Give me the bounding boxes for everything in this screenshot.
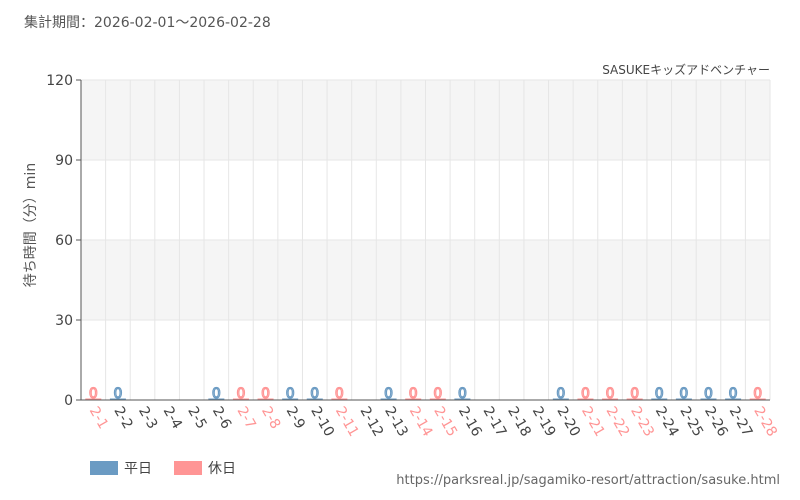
data-label: 0	[384, 386, 393, 402]
legend-label-holiday: 休日	[208, 461, 236, 477]
x-tick-label: 2-3	[135, 404, 160, 432]
x-tick-label: 2-16	[455, 404, 485, 440]
bar	[257, 398, 274, 400]
data-label: 0	[704, 386, 713, 402]
x-tick-label: 2-27	[726, 404, 756, 440]
data-label: 0	[236, 386, 245, 402]
data-label: 0	[310, 386, 319, 402]
bar	[577, 398, 594, 400]
attraction-name: SASUKEキッズアドベンチャー	[602, 63, 770, 77]
data-label: 0	[409, 386, 418, 402]
y-tick-label: 0	[64, 393, 73, 409]
x-tick-label: 2-18	[504, 404, 534, 440]
data-label: 0	[556, 386, 565, 402]
y-tick-label: 60	[55, 233, 73, 249]
data-label: 0	[113, 386, 122, 402]
data-label: 0	[335, 386, 344, 402]
legend-swatch-weekday	[90, 461, 118, 475]
x-tick-label: 2-22	[603, 404, 633, 440]
x-tick-label: 2-26	[701, 404, 731, 440]
bar	[331, 398, 348, 400]
legend-item-weekday: 平日	[90, 458, 152, 478]
data-label: 0	[655, 386, 664, 402]
x-tick-label: 2-1	[86, 404, 111, 432]
data-label: 0	[729, 386, 738, 402]
bar	[109, 398, 126, 400]
data-label: 0	[630, 386, 639, 402]
x-tick-label: 2-19	[529, 404, 559, 440]
bar	[700, 398, 717, 400]
data-label: 0	[433, 386, 442, 402]
x-tick-label: 2-11	[332, 404, 362, 440]
bar	[208, 398, 225, 400]
x-tick-label: 2-10	[307, 404, 337, 440]
bar	[429, 398, 446, 400]
data-label: 0	[286, 386, 295, 402]
x-tick-label: 2-12	[357, 404, 387, 440]
x-tick-label: 2-5	[184, 404, 209, 432]
x-tick-label: 2-20	[553, 404, 583, 440]
x-tick-label: 2-21	[578, 404, 608, 440]
data-label: 0	[89, 386, 98, 402]
x-tick-label: 2-4	[160, 404, 185, 432]
x-tick-label: 2-28	[750, 404, 780, 440]
data-label: 0	[212, 386, 221, 402]
legend-label-weekday: 平日	[124, 461, 152, 477]
legend-swatch-holiday	[174, 461, 202, 475]
x-tick-label: 2-25	[676, 404, 706, 440]
legend-item-holiday: 休日	[174, 458, 236, 478]
x-tick-label: 2-6	[209, 404, 234, 432]
bar	[306, 398, 323, 400]
x-tick-label: 2-14	[406, 404, 436, 440]
data-label: 0	[458, 386, 467, 402]
x-tick-label: 2-15	[430, 404, 460, 440]
bar	[405, 398, 422, 400]
x-ticks: 2-1 2-2 2-3 2-4 2-5 2-6 2-7 2-8 2-9 2-102-112-122…	[86, 404, 780, 440]
data-label: 0	[261, 386, 270, 402]
bar	[749, 398, 766, 400]
bar	[626, 398, 643, 400]
data-label: 0	[753, 386, 762, 402]
data-label: 0	[581, 386, 590, 402]
bar	[380, 398, 397, 400]
period-label: 集計期間：2026-02-01～2026-02-28	[24, 15, 271, 31]
x-tick-label: 2-23	[627, 404, 657, 440]
bars	[85, 398, 766, 400]
x-tick-label: 2-17	[480, 404, 510, 440]
x-tick-label: 2-24	[652, 404, 682, 440]
source-url: https://parksreal.jp/sagamiko-resort/att…	[396, 473, 780, 488]
x-tick-label: 2-8	[258, 404, 283, 432]
x-tick-label: 2-7	[233, 404, 258, 432]
data-label: 0	[679, 386, 688, 402]
legend: 平日 休日	[90, 458, 258, 478]
bar	[282, 398, 299, 400]
bar	[725, 398, 742, 400]
bar	[602, 398, 619, 400]
y-tick-label: 120	[46, 73, 73, 89]
bar	[232, 398, 249, 400]
x-tick-label: 2-9	[283, 404, 308, 432]
y-tick-label: 30	[55, 313, 73, 329]
x-tick-label: 2-13	[381, 404, 411, 440]
y-ticks: 0 30 60 90 120	[46, 73, 81, 409]
data-label: 0	[606, 386, 615, 402]
x-tick-label: 2-2	[110, 404, 135, 432]
bar	[651, 398, 668, 400]
bar	[675, 398, 692, 400]
y-tick-label: 90	[55, 153, 73, 169]
bar	[552, 398, 569, 400]
bar	[454, 398, 471, 400]
bar	[85, 398, 102, 400]
